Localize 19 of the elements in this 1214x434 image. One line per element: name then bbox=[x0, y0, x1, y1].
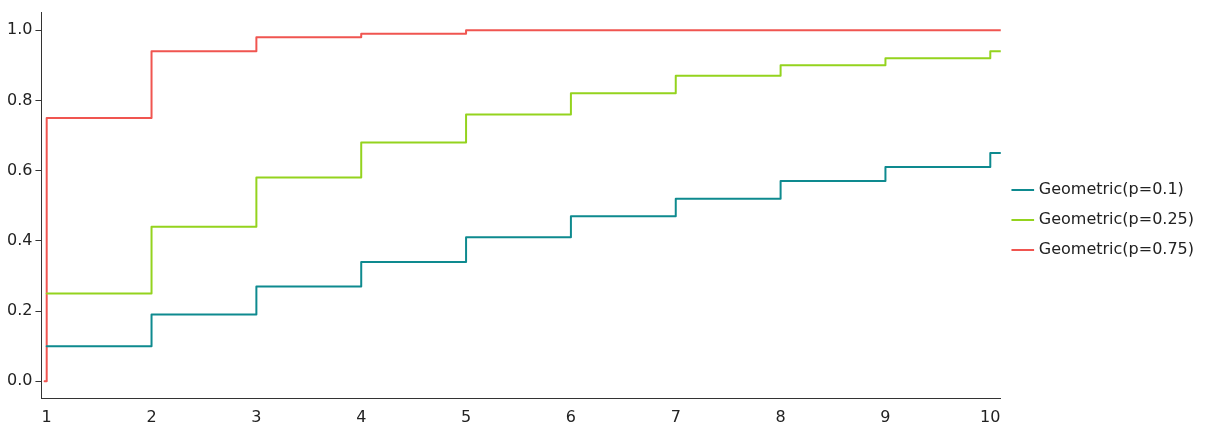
x-tick-label: 4 bbox=[356, 406, 367, 426]
legend-label: Geometric(p=0.25) bbox=[1038, 209, 1195, 229]
y-tick-label: 0.8 bbox=[6, 89, 33, 109]
y-tick-label: 0.2 bbox=[6, 300, 33, 320]
y-tick-label: 0.0 bbox=[6, 370, 33, 390]
y-tick-label: 0.6 bbox=[6, 159, 33, 179]
x-tick-label: 9 bbox=[880, 406, 891, 426]
x-tick-label: 5 bbox=[460, 406, 472, 426]
legend-label: Geometric(p=0.1) bbox=[1038, 179, 1184, 199]
x-tick-label: 7 bbox=[670, 406, 681, 426]
y-tick-label: 0.4 bbox=[6, 229, 33, 249]
y-tick-label: 1.0 bbox=[6, 19, 33, 39]
x-tick-label: 3 bbox=[251, 406, 262, 426]
x-tick-label: 2 bbox=[146, 406, 157, 426]
x-tick-label: 1 bbox=[41, 406, 52, 426]
x-tick-label: 10 bbox=[980, 406, 1001, 426]
x-tick-label: 6 bbox=[565, 406, 576, 426]
legend-label: Geometric(p=0.75) bbox=[1038, 239, 1195, 259]
x-tick-label: 8 bbox=[775, 406, 786, 426]
